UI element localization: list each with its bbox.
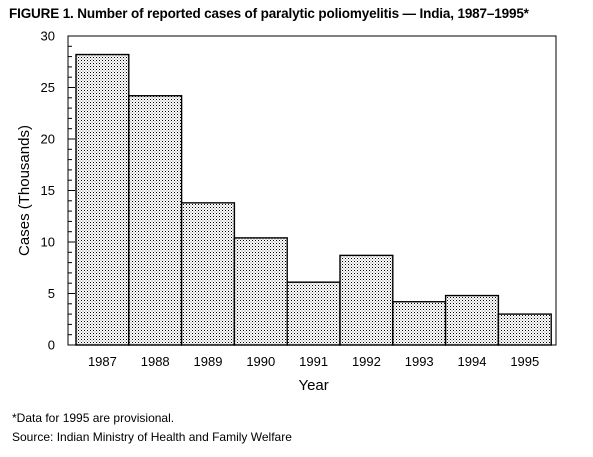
footnote-provisional: *Data for 1995 are provisional. [12, 411, 175, 425]
x-tick-label: 1993 [405, 354, 434, 369]
bar-1988 [128, 95, 183, 346]
x-tick-label: 1992 [352, 354, 381, 369]
bar-1990 [233, 237, 288, 346]
y-axis: 0 5 10 15 20 25 30 [41, 29, 75, 353]
bar-1989 [180, 202, 236, 346]
bar-1992 [339, 254, 394, 346]
y-tick-label: 10 [41, 235, 55, 250]
y-tick-label: 20 [41, 132, 55, 147]
bar-1993 [392, 301, 447, 346]
x-tick-label: 1991 [299, 354, 328, 369]
y-tick-label: 30 [41, 29, 55, 44]
y-tick-label: 25 [41, 80, 55, 95]
x-tick-label: 1989 [194, 354, 223, 369]
figure-title: FIGURE 1. Number of reported cases of pa… [9, 6, 529, 21]
x-axis-label: Year [298, 377, 328, 394]
y-tick-label: 0 [48, 338, 55, 353]
bar-1995 [497, 313, 552, 346]
footnote-source: Source: Indian Ministry of Health and Fa… [12, 430, 292, 444]
x-tick-label: 1994 [458, 354, 487, 369]
x-tick-label: 1995 [510, 354, 539, 369]
bars-layer [75, 53, 552, 346]
y-tick-label: 5 [48, 286, 55, 301]
y-tick-label: 15 [41, 183, 55, 198]
bar-1994 [444, 294, 500, 346]
bar-1987 [75, 53, 130, 346]
x-tick-label: 1990 [246, 354, 275, 369]
bar-chart: 0 5 10 15 20 25 30 1987 1988 1989 1990 1991 1992 199… [16, 29, 557, 394]
bar-1991 [286, 281, 341, 346]
x-tick-label: 1987 [88, 354, 117, 369]
x-tick-label: 1988 [141, 354, 170, 369]
x-axis: 1987 1988 1989 1990 1991 1992 1993 1994 1995 [75, 339, 552, 369]
y-axis-label: Cases (Thousands) [16, 125, 33, 256]
